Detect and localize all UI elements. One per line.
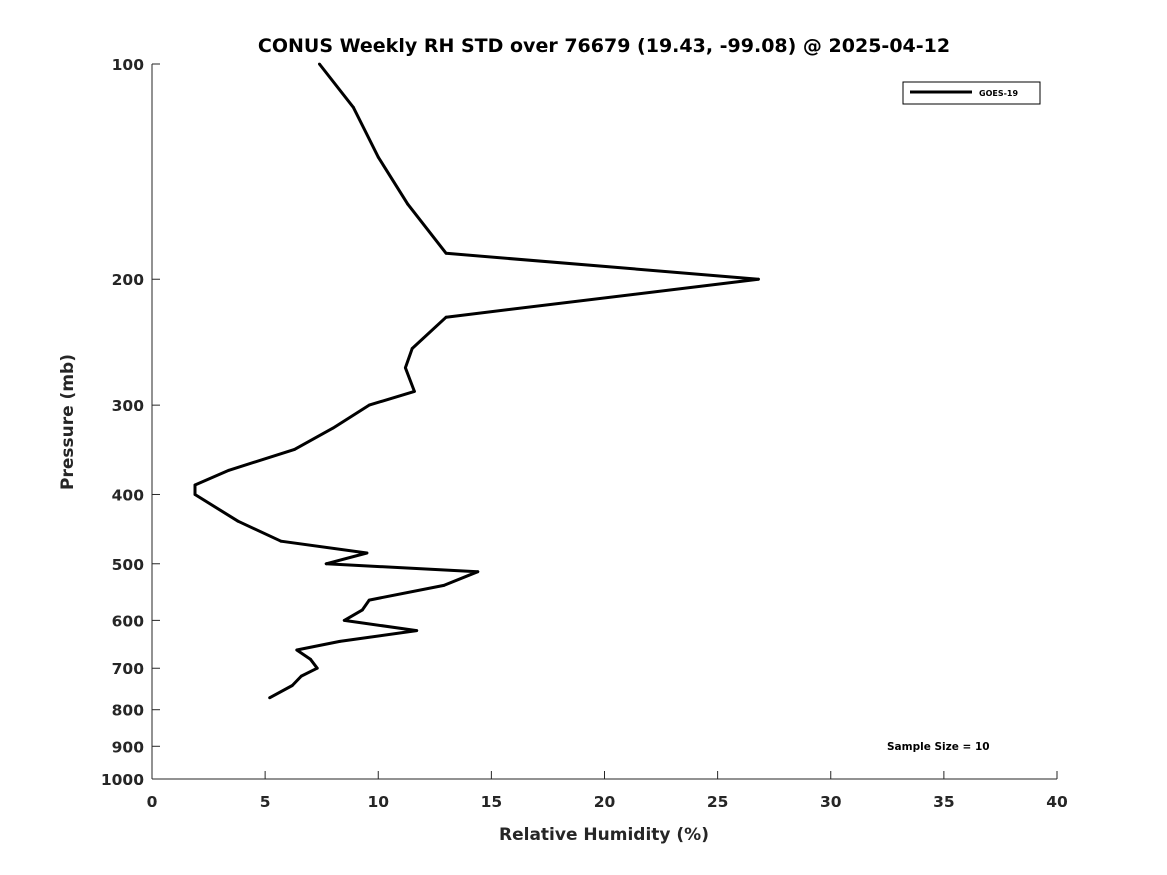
plot-area: 0 5 10 15 20 25 30 35 40 100 200 300 400 500 600 700 80… — [101, 56, 1068, 811]
y-tick-label: 800 — [112, 702, 145, 720]
chart-title: CONUS Weekly RH STD over 76679 (19.43, -… — [258, 35, 950, 57]
data-point — [315, 666, 319, 670]
y-tick-label: 700 — [112, 660, 145, 678]
y-tick-label: 200 — [112, 271, 145, 289]
data-point — [365, 551, 369, 555]
data-point — [342, 619, 346, 622]
x-tick-label: 15 — [481, 793, 503, 811]
data-point — [293, 448, 296, 451]
data-point — [279, 539, 283, 543]
y-tick-label: 400 — [112, 486, 145, 504]
data-point — [367, 598, 371, 602]
y-tick-label: 100 — [112, 56, 145, 74]
data-point — [268, 696, 271, 700]
y-ticks: 100 200 300 400 500 600 700 800 900 1000 — [101, 56, 160, 789]
y-tick-label: 1000 — [101, 771, 144, 789]
legend: GOES-19 — [902, 81, 1041, 105]
x-tick-label: 5 — [260, 793, 271, 811]
data-point — [406, 202, 410, 206]
data-point — [444, 315, 448, 319]
x-tick-label: 20 — [594, 793, 616, 811]
y-axis-label: Pressure (mb) — [58, 354, 78, 490]
x-tick-label: 10 — [367, 793, 389, 811]
data-point — [376, 155, 380, 159]
data-point — [444, 251, 448, 255]
data-point — [367, 403, 371, 407]
y-tick-label: 600 — [112, 612, 145, 630]
x-tick-label: 25 — [707, 793, 729, 811]
data-point — [404, 366, 407, 370]
legend-label-goes-19: GOES-19 — [979, 89, 1018, 98]
data-point — [410, 347, 414, 350]
x-tick-label: 35 — [933, 793, 955, 811]
data-point — [476, 570, 480, 574]
data-point — [413, 390, 416, 393]
data-point — [352, 106, 355, 109]
data-point — [318, 62, 321, 66]
sample-size-annotation: Sample Size = 10 — [887, 741, 990, 753]
data-point — [415, 629, 419, 632]
data-point — [361, 608, 364, 612]
y-tick-label: 500 — [112, 556, 145, 574]
data-point — [442, 584, 446, 587]
series-line-goes-19 — [193, 63, 760, 700]
data-point — [295, 648, 299, 652]
y-tick-label: 900 — [112, 738, 145, 756]
x-ticks: 0 5 10 15 20 25 30 35 40 — [147, 771, 1068, 811]
x-tick-label: 0 — [147, 793, 158, 811]
data-point — [331, 426, 335, 430]
y-tick-label: 300 — [112, 397, 145, 415]
data-point — [338, 640, 342, 643]
data-point — [299, 674, 303, 678]
data-point — [193, 483, 197, 487]
x-tick-label: 30 — [820, 793, 842, 811]
series-points — [193, 62, 760, 700]
data-point — [324, 562, 328, 566]
data-point — [193, 493, 197, 496]
x-tick-label: 40 — [1046, 793, 1068, 811]
data-point — [236, 519, 240, 523]
data-point — [757, 277, 760, 281]
data-point — [227, 468, 231, 472]
x-axis-label: Relative Humidity (%) — [499, 825, 709, 845]
data-point — [290, 684, 294, 687]
data-point — [309, 657, 312, 661]
